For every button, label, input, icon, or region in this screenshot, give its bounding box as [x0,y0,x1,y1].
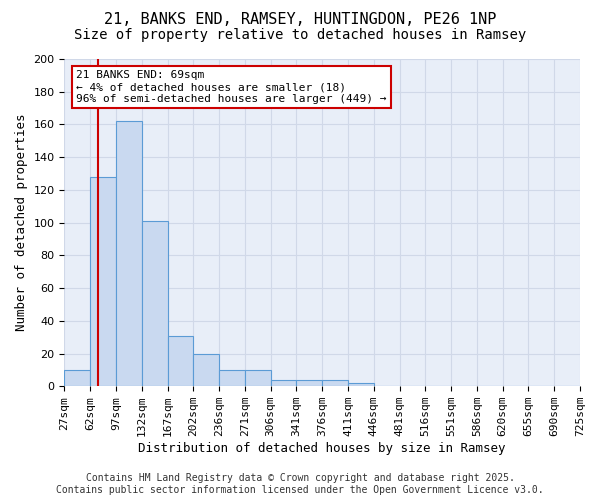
Bar [245,370,271,386]
X-axis label: Distribution of detached houses by size in Ramsey: Distribution of detached houses by size … [139,442,506,455]
Bar [193,354,219,386]
Bar [322,380,348,386]
Text: 21 BANKS END: 69sqm
← 4% of detached houses are smaller (18)
96% of semi-detache: 21 BANKS END: 69sqm ← 4% of detached hou… [76,70,386,104]
Y-axis label: Number of detached properties: Number of detached properties [15,114,28,332]
Text: Contains HM Land Registry data © Crown copyright and database right 2025.
Contai: Contains HM Land Registry data © Crown c… [56,474,544,495]
Bar [167,336,193,386]
Bar [271,380,296,386]
Bar [90,177,116,386]
Bar [116,121,142,386]
Bar [64,370,90,386]
Text: 21, BANKS END, RAMSEY, HUNTINGDON, PE26 1NP: 21, BANKS END, RAMSEY, HUNTINGDON, PE26 … [104,12,496,28]
Bar [348,383,374,386]
Bar [142,221,167,386]
Bar [296,380,322,386]
Text: Size of property relative to detached houses in Ramsey: Size of property relative to detached ho… [74,28,526,42]
Bar [219,370,245,386]
